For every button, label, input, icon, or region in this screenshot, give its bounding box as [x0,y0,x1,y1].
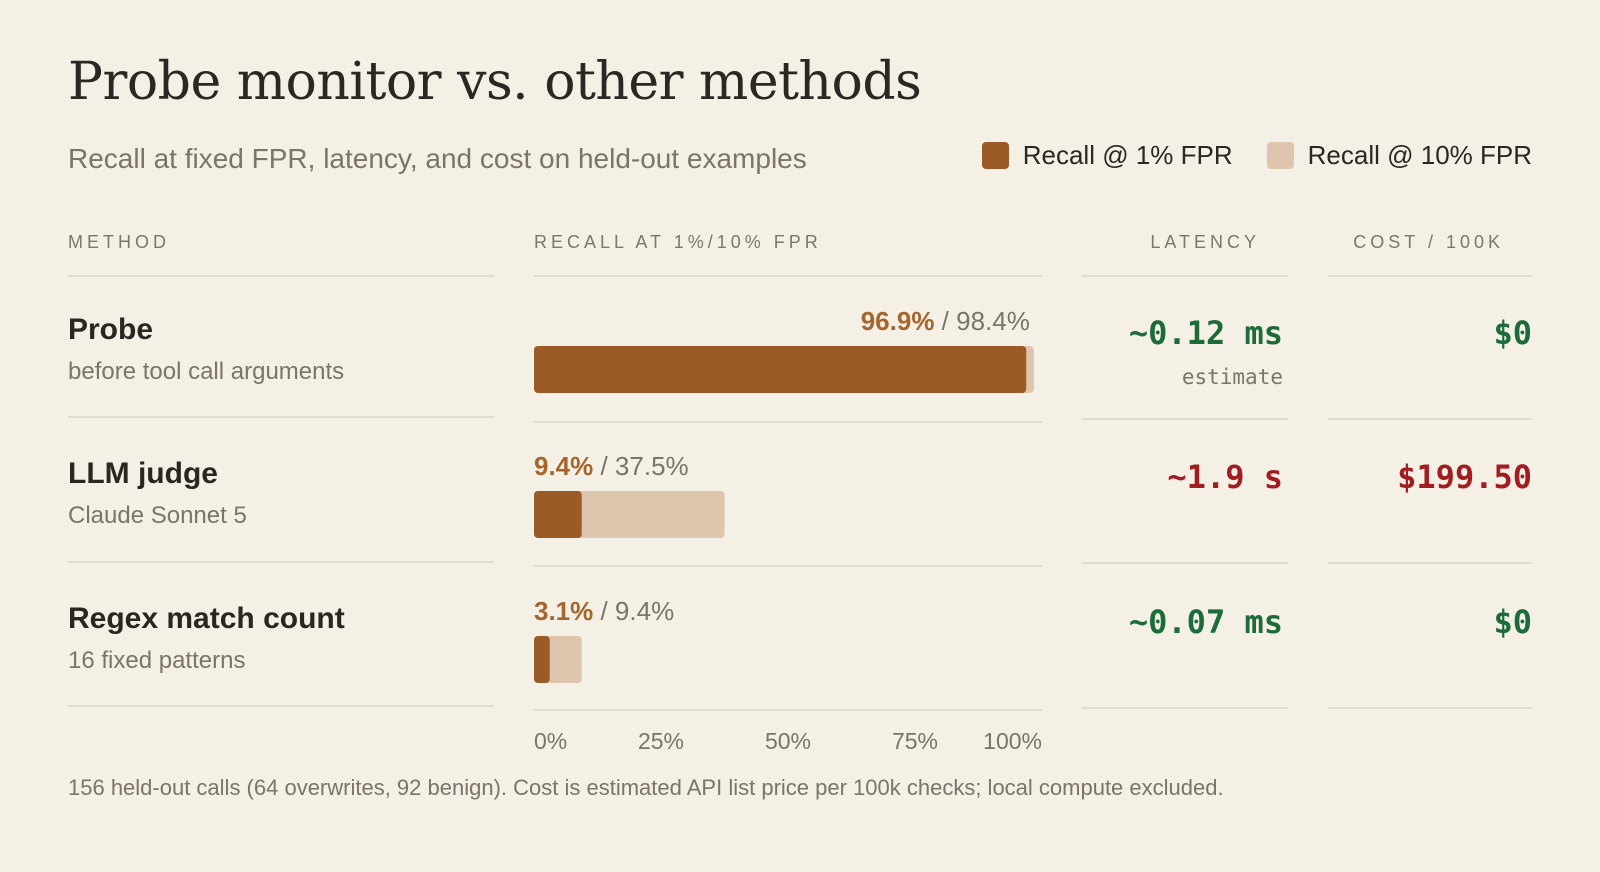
cost-value-regex: $0 [1493,603,1532,641]
column-header-cost: COST / 100K [1353,232,1504,252]
legend-label-recall-1pct: Recall @ 1% FPR [1022,140,1233,170]
method-description-llm-judge: Claude Sonnet 5 [68,502,247,529]
footnote: 156 held-out calls (64 overwrites, 92 be… [68,775,1224,800]
method-name-regex: Regex match count [68,602,345,635]
header-divider-cost [1328,275,1532,277]
bar-value-label-regex: 3.1% / 9.4% [534,596,674,626]
row-divider [1328,562,1532,564]
cost-value-probe: $0 [1493,314,1532,352]
axis-tick-label: 25% [638,728,684,754]
column-header-recall: RECALL AT 1%/10% FPR [534,232,822,252]
header-divider-recall [534,275,1042,277]
row-divider [1328,418,1532,420]
legend-swatch-recall-10pct [1266,142,1294,169]
row-divider [534,421,1042,423]
method-name-llm-judge: LLM judge [68,457,218,490]
bar-value-label-probe: 96.9% / 98.4% [861,306,1030,336]
page-title: Probe monitor vs. other methods [68,52,922,112]
bar-recall-10pct-llm-judge [534,491,725,538]
legend-label-recall-10pct: Recall @ 10% FPR [1307,140,1532,170]
row-divider [1328,707,1532,709]
row-divider [68,561,494,563]
row-divider [534,565,1042,567]
cost-value-llm-judge: $199.50 [1397,458,1532,496]
axis-tick-label: 50% [765,728,811,754]
column-header-method: METHOD [68,232,170,252]
axis-tick-label: 0% [534,728,567,754]
legend-item-recall-10pct: Recall @ 10% FPR [1266,140,1532,171]
bar-recall-10pct-probe [534,346,1034,393]
legend-item-recall-1pct: Recall @ 1% FPR [981,140,1233,171]
bar-value-label-llm-judge: 9.4% / 37.5% [534,451,689,481]
method-name-probe: Probe [68,313,154,346]
page-subtitle: Recall at fixed FPR, latency, and cost o… [68,143,807,174]
legend: Recall @ 1% FPR Recall @ 10% FPR [981,140,1532,171]
bar-recall-1pct-probe [534,346,1027,393]
axis-tick-label: 75% [892,728,938,754]
row-divider [68,416,494,418]
bar-recall-1pct-regex [534,636,550,683]
row-divider [1082,418,1288,420]
bar-recall-1pct-llm-judge [534,491,582,538]
row-divider [534,709,1042,711]
bar-recall-10pct-regex [534,636,582,683]
latency-value-llm-judge: ~1.9 s [1167,458,1283,496]
column-header-latency: LATENCY [1150,232,1260,252]
method-description-probe: before tool call arguments [68,358,345,385]
latency-note-probe: estimate [1181,365,1283,389]
header-divider-latency [1082,275,1288,277]
header-divider-method [68,275,494,277]
row-divider [1082,707,1288,709]
legend-swatch-recall-1pct [981,142,1009,169]
latency-value-probe: ~0.12 ms [1128,314,1283,352]
row-divider [1082,562,1288,564]
axis-tick-label: 100% [983,728,1042,754]
method-description-regex: 16 fixed patterns [68,647,246,674]
latency-value-regex: ~0.07 ms [1128,603,1283,641]
row-divider [68,705,494,707]
